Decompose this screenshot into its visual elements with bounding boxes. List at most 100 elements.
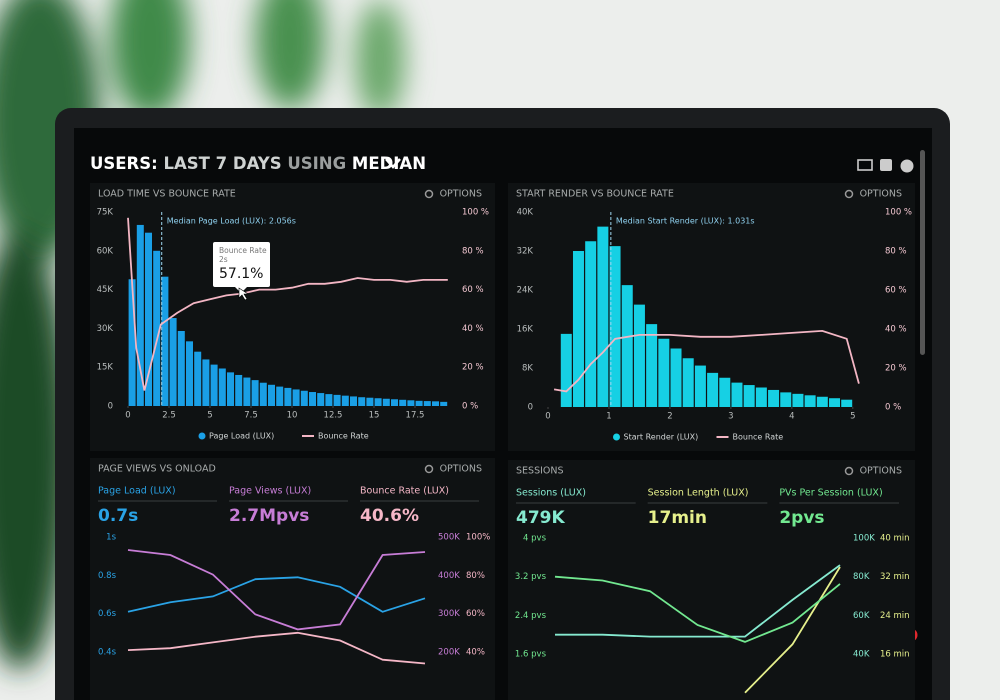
bar (633, 304, 645, 407)
options-button[interactable]: OPTIONS (440, 464, 482, 475)
bar (153, 250, 161, 406)
bar (145, 232, 152, 406)
bar (128, 279, 136, 406)
scrollbar (920, 150, 925, 355)
tick-label: 200K (438, 648, 460, 658)
bar (768, 389, 780, 407)
options-button[interactable]: OPTIONS (860, 189, 902, 200)
tooltip-subtitle: 2s (219, 255, 228, 264)
bar (218, 368, 226, 406)
stat-value: 0.7s (98, 506, 138, 526)
bar (597, 226, 609, 407)
tick-label: 500K (438, 533, 460, 543)
bar (235, 374, 243, 406)
header-part: USERS: (90, 154, 158, 173)
tick-label: 3 (728, 412, 733, 422)
tick-label: 100K (853, 534, 875, 544)
tick-label: 60% (466, 609, 485, 619)
bar (694, 365, 706, 407)
bar (670, 348, 682, 407)
cursor (238, 287, 249, 301)
bar (560, 333, 572, 407)
bar (268, 384, 275, 406)
tick-label: 60 % (462, 285, 484, 295)
options-icon (424, 189, 434, 199)
tick-label: 100% (466, 533, 490, 543)
stat-value: 479K (516, 508, 565, 528)
bounce-line (127, 217, 448, 391)
icon-share[interactable] (880, 159, 892, 171)
bar (621, 285, 633, 407)
bar (358, 397, 366, 406)
bar (227, 372, 234, 406)
tick-label: 16 min (880, 650, 910, 660)
bar (317, 393, 325, 406)
header-part: LAST 7 DAYS (164, 154, 282, 173)
bounce-line (553, 329, 860, 393)
bar (161, 276, 169, 406)
bar (202, 359, 210, 406)
dropdown-chevron[interactable] (385, 158, 401, 169)
tick-label: 75K (97, 208, 114, 218)
tooltip-value: 57.1% (219, 266, 263, 282)
stat-value: 17min (648, 508, 707, 528)
bar (259, 382, 267, 406)
bar (432, 401, 439, 406)
bar (755, 387, 767, 407)
bar (374, 398, 382, 406)
stat-value: 40.6% (360, 506, 419, 526)
bar (423, 401, 431, 406)
options-button[interactable]: OPTIONS (440, 189, 482, 200)
tick-label: 7.5 (244, 411, 258, 421)
bar (177, 330, 185, 406)
options-button[interactable]: OPTIONS (860, 466, 902, 477)
bar (186, 341, 193, 406)
tick-label: 15K (97, 363, 114, 373)
tick-label: 0 (108, 402, 113, 412)
tick-label: 0 % (885, 403, 901, 413)
icon-help[interactable] (900, 159, 914, 173)
series-line (554, 575, 841, 643)
tick-label: 32K (517, 247, 534, 257)
panel (508, 460, 915, 700)
bar (300, 390, 308, 406)
tick-label: 2.5 (162, 411, 176, 421)
tick-label: 45K (97, 285, 114, 295)
panel-title: PAGE VIEWS VS ONLOAD (98, 464, 216, 475)
panel-title: LOAD TIME VS BOUNCE RATE (98, 189, 236, 200)
header-part: USING (287, 154, 346, 173)
stat-label: Sessions (LUX) (516, 488, 586, 499)
bar (682, 358, 694, 407)
bar (780, 392, 792, 407)
tick-label: 400K (438, 571, 460, 581)
series-line (555, 564, 841, 638)
tick-label: 5 (850, 412, 855, 422)
tick-label: 40 % (885, 325, 907, 335)
bar (350, 396, 357, 406)
series-line (744, 566, 841, 694)
stat-label: Session Length (LUX) (648, 488, 749, 499)
bar (609, 246, 621, 407)
tick-label: 300K (438, 609, 460, 619)
icon-monitor[interactable] (857, 159, 873, 171)
tick-label: 32 min (880, 572, 910, 582)
tick-label: 2.4 pvs (515, 611, 547, 621)
stat-label: Page Load (LUX) (98, 486, 176, 497)
bar (743, 385, 755, 407)
bar (382, 398, 390, 406)
legend-swatch (613, 433, 620, 441)
tick-label: 60 % (885, 286, 907, 296)
bar (309, 392, 316, 406)
tick-label: 40K (853, 650, 870, 660)
tick-label: 3.2 pvs (515, 572, 547, 582)
bar (243, 377, 251, 406)
tick-label: 0 (545, 412, 550, 422)
tick-label: 60K (97, 246, 114, 256)
tick-label: 1s (106, 533, 116, 543)
tick-label: 4 pvs (523, 534, 547, 544)
tick-label: 80 % (462, 246, 484, 256)
tick-label: 0 % (462, 402, 478, 412)
tick-label: 2 (667, 412, 672, 422)
bar (399, 399, 407, 406)
